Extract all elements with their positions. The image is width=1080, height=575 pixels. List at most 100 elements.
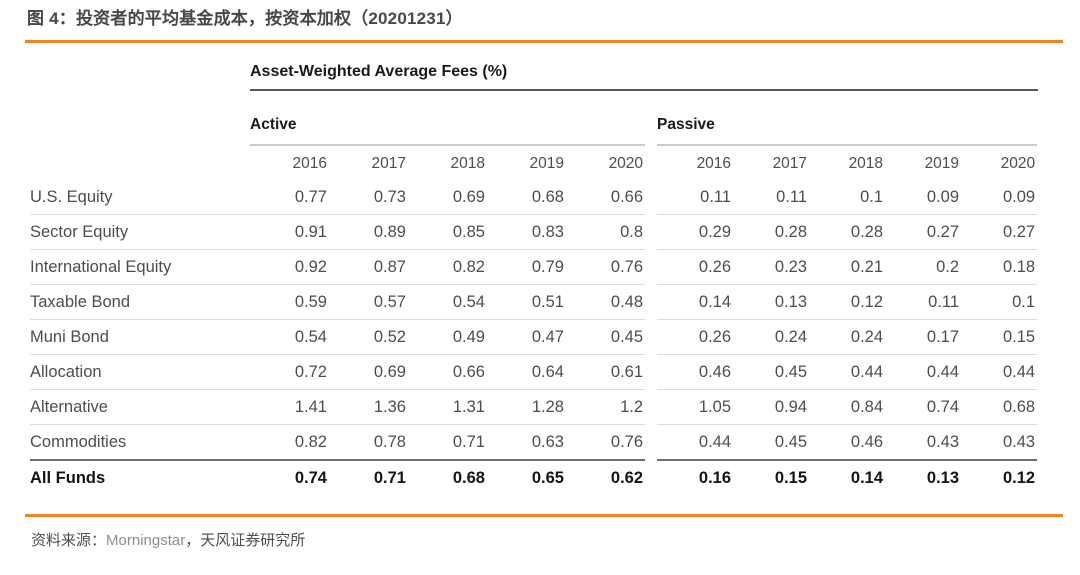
fee-value-passive: 1.05 (657, 389, 734, 425)
fee-value-active: 0.64 (487, 354, 566, 390)
fee-value-active: 0.76 (566, 424, 646, 461)
table-row: Allocation 0.72 0.69 0.66 0.64 0.61 0.46 0.45 0.… (30, 354, 1038, 390)
bottom-accent-rule (25, 514, 1063, 517)
fee-value-active: 0.83 (487, 214, 566, 250)
fee-value-active: 0.62 (610, 469, 644, 487)
fee-value-active: 0.82 (408, 249, 487, 285)
fee-value-passive: 0.09 (885, 180, 962, 215)
fee-value-active: 0.45 (566, 319, 646, 355)
group-spacer-cell (645, 460, 657, 495)
table-row: Muni Bond 0.54 0.52 0.49 0.47 0.45 0.26 0.24 0.2… (30, 319, 1038, 355)
fee-value-active: 0.78 (329, 424, 408, 461)
fees-table: Active Passive 2016 2017 2018 2019 2020 2016 201… (30, 91, 1038, 495)
row-label: Muni Bond (30, 319, 250, 355)
fee-value-active: 1.28 (487, 389, 566, 425)
row-label: Alternative (30, 389, 250, 425)
fee-value-active: 0.54 (250, 319, 329, 355)
fee-value-passive: 0.16 (698, 469, 732, 487)
fee-value-passive: 0.45 (733, 354, 810, 390)
table-row: Taxable Bond 0.59 0.57 0.54 0.51 0.48 0.14 0.13… (30, 284, 1038, 320)
fee-value-active: 0.65 (531, 469, 564, 487)
fee-value-active: 0.61 (566, 354, 646, 390)
fee-value-passive: 0.11 (733, 180, 810, 215)
fee-value-active: 0.69 (329, 354, 408, 390)
row-label: U.S. Equity (30, 180, 250, 215)
group-spacer-cell (645, 320, 657, 355)
fee-value-active: 0.87 (329, 249, 408, 285)
fee-value-passive: 0.1 (809, 180, 886, 215)
year-cell: 2016 (292, 155, 327, 172)
fee-value-active: 0.74 (294, 469, 327, 487)
fee-value-passive: 0.27 (961, 214, 1038, 250)
corner-cell (30, 145, 250, 180)
fee-value-active: 0.79 (487, 249, 566, 285)
fee-value-active: 0.52 (329, 319, 408, 355)
fee-value-passive: 0.12 (809, 284, 886, 320)
fee-value-active: 0.66 (566, 180, 646, 215)
year-cell: 2020 (608, 155, 644, 172)
table-row: Sector Equity 0.91 0.89 0.85 0.83 0.8 0.29 0.28… (30, 214, 1038, 250)
year-cell: 2018 (848, 155, 884, 172)
fee-value-passive: 0.14 (657, 284, 734, 320)
fee-value-active: 0.73 (329, 180, 408, 215)
fee-value-active: 0.48 (566, 284, 646, 320)
fee-value-passive: 0.29 (657, 214, 734, 250)
report-figure: 图 4：投资者的平均基金成本，按资本加权（20201231） Asset-Wei… (25, 9, 1080, 550)
fee-value-passive: 0.14 (850, 469, 884, 487)
source-suffix: ，天风证券研究所 (185, 532, 306, 549)
group-label-passive: Passive (657, 91, 1038, 146)
fee-value-active: 0.68 (452, 469, 485, 487)
fee-value-active: 0.47 (487, 319, 566, 355)
fee-value-passive: 0.24 (733, 319, 810, 355)
fee-value-active: 0.51 (487, 284, 566, 320)
year-cell: 2020 (1000, 155, 1036, 172)
figure-title: 图 4：投资者的平均基金成本，按资本加权（20201231） (27, 9, 463, 28)
fee-value-active: 0.49 (408, 319, 487, 355)
group-label-active: Active (250, 91, 646, 146)
fee-value-active: 0.71 (408, 424, 487, 461)
row-label: International Equity (30, 249, 250, 285)
year-cell: 2016 (696, 155, 732, 172)
fee-value-passive: 0.44 (961, 354, 1038, 390)
year-cell: 2019 (529, 155, 564, 172)
fee-value-active: 0.77 (250, 180, 329, 215)
fee-value-active: 0.72 (250, 354, 329, 390)
fee-value-active: 0.8 (566, 214, 646, 250)
fee-value-passive: 0.09 (961, 180, 1038, 215)
fee-value-active: 0.69 (408, 180, 487, 215)
fee-value-active: 0.82 (250, 424, 329, 461)
year-cell: 2017 (371, 155, 406, 172)
year-cell: 2018 (450, 155, 485, 172)
group-header-row: Active Passive (30, 91, 1038, 146)
fee-value-active: 0.92 (250, 249, 329, 285)
fee-value-active: 0.91 (250, 214, 329, 250)
fee-value-passive: 0.44 (809, 354, 886, 390)
year-cell: 2019 (924, 155, 960, 172)
row-label: Sector Equity (30, 214, 250, 250)
fee-value-passive: 0.15 (774, 469, 808, 487)
group-spacer-cell (645, 250, 657, 285)
fee-value-active: 1.31 (408, 389, 487, 425)
table-title-rule (250, 89, 1038, 91)
fee-value-passive: 0.23 (733, 249, 810, 285)
fee-value-passive: 0.15 (961, 319, 1038, 355)
fee-value-active: 0.66 (408, 354, 487, 390)
fee-value-passive: 0.18 (961, 249, 1038, 285)
fee-value-passive: 0.2 (885, 249, 962, 285)
fee-value-passive: 0.27 (885, 214, 962, 250)
fee-value-active: 1.36 (329, 389, 408, 425)
fee-value-active: 0.76 (566, 249, 646, 285)
fee-value-passive: 0.1 (961, 284, 1038, 320)
year-cell: 2017 (772, 155, 808, 172)
fee-value-passive: 0.13 (926, 469, 960, 487)
fee-value-passive: 0.28 (809, 214, 886, 250)
fee-value-passive: 0.28 (733, 214, 810, 250)
table-row: U.S. Equity 0.77 0.73 0.69 0.68 0.66 0.11 0.11 0… (30, 180, 1038, 215)
fee-value-passive: 0.94 (733, 389, 810, 425)
fee-value-passive: 0.24 (809, 319, 886, 355)
source-line: 资料来源：Morningstar，天风证券研究所 (31, 529, 1080, 550)
fee-value-passive: 0.26 (657, 319, 734, 355)
fee-value-active: 1.41 (250, 389, 329, 425)
corner-cell (30, 91, 250, 145)
year-header-row: 2016 2017 2018 2019 2020 2016 2017 2018 2019 2020 (30, 145, 1037, 180)
